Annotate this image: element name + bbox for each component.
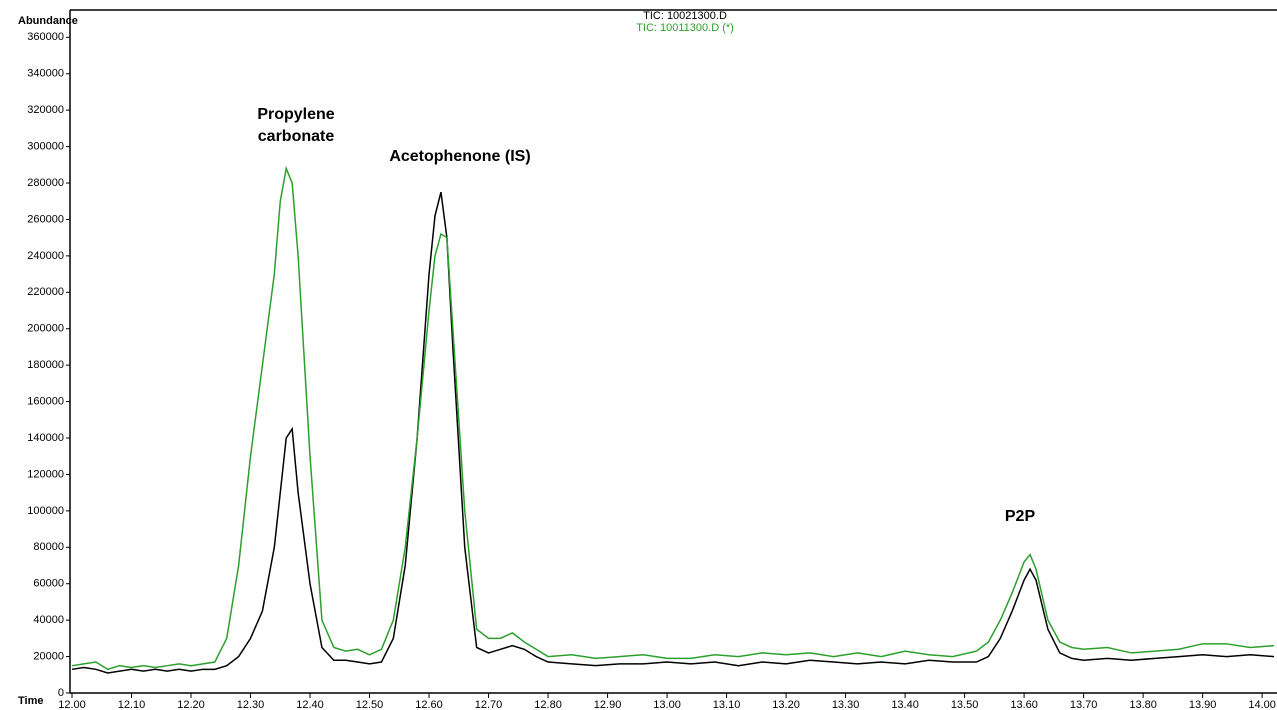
- y-tick-label: 340000: [27, 68, 64, 80]
- y-tick-label: 220000: [27, 286, 64, 298]
- series-line: [71, 165, 1275, 671]
- x-tick-label: 13.50: [951, 699, 979, 710]
- x-tick-label: 13.10: [713, 699, 741, 710]
- x-tick-label: 12.30: [237, 699, 265, 710]
- x-tick-label: 13.30: [832, 699, 860, 710]
- x-tick-label: 12.40: [296, 699, 324, 710]
- y-tick-label: 40000: [33, 614, 64, 626]
- peak-label: Propylene carbonate: [257, 106, 335, 145]
- y-tick-label: 180000: [27, 359, 64, 371]
- y-tick-label: 120000: [27, 468, 64, 480]
- x-tick-label: 12.10: [118, 699, 146, 710]
- y-tick-label: 360000: [27, 31, 64, 43]
- x-tick-label: 13.80: [1129, 699, 1157, 710]
- y-tick-label: 300000: [27, 141, 64, 153]
- x-axis-label: Time: [18, 695, 43, 707]
- x-tick-label: 12.90: [594, 699, 622, 710]
- y-axis-label: Abundance: [18, 15, 78, 27]
- x-tick-label: 13.70: [1070, 699, 1098, 710]
- x-tick-label: 14.00: [1248, 699, 1276, 710]
- y-tick-label: 140000: [27, 432, 64, 444]
- legend-entry: TIC: 10021300.D: [643, 10, 727, 22]
- x-tick-label: 12.50: [356, 699, 384, 710]
- y-tick-label: 20000: [33, 650, 64, 662]
- x-tick-label: 13.40: [891, 699, 919, 710]
- y-tick-label: 240000: [27, 250, 64, 262]
- y-tick-label: 60000: [33, 578, 64, 590]
- y-tick-label: 320000: [27, 104, 64, 116]
- peak-label: Acetophenone (IS): [389, 148, 531, 165]
- y-tick-label: 160000: [27, 395, 64, 407]
- peak-label: P2P: [1004, 508, 1036, 525]
- legend-entry: TIC: 10011300.D (*): [636, 22, 734, 34]
- y-tick-label: 0: [58, 687, 64, 699]
- x-tick-label: 12.60: [415, 699, 443, 710]
- x-tick-label: 12.00: [58, 699, 86, 710]
- y-tick-label: 100000: [27, 505, 64, 517]
- x-tick-label: 13.00: [653, 699, 681, 710]
- y-tick-label: 280000: [27, 177, 64, 189]
- x-tick-label: 12.80: [534, 699, 562, 710]
- y-tick-label: 260000: [27, 213, 64, 225]
- x-tick-label: 13.90: [1189, 699, 1217, 710]
- x-tick-label: 12.70: [475, 699, 503, 710]
- x-tick-label: 12.20: [177, 699, 205, 710]
- series-line: [71, 191, 1275, 674]
- y-tick-label: 80000: [33, 541, 64, 553]
- x-tick-label: 13.20: [772, 699, 800, 710]
- y-tick-label: 200000: [27, 323, 64, 335]
- x-tick-label: 13.60: [1010, 699, 1038, 710]
